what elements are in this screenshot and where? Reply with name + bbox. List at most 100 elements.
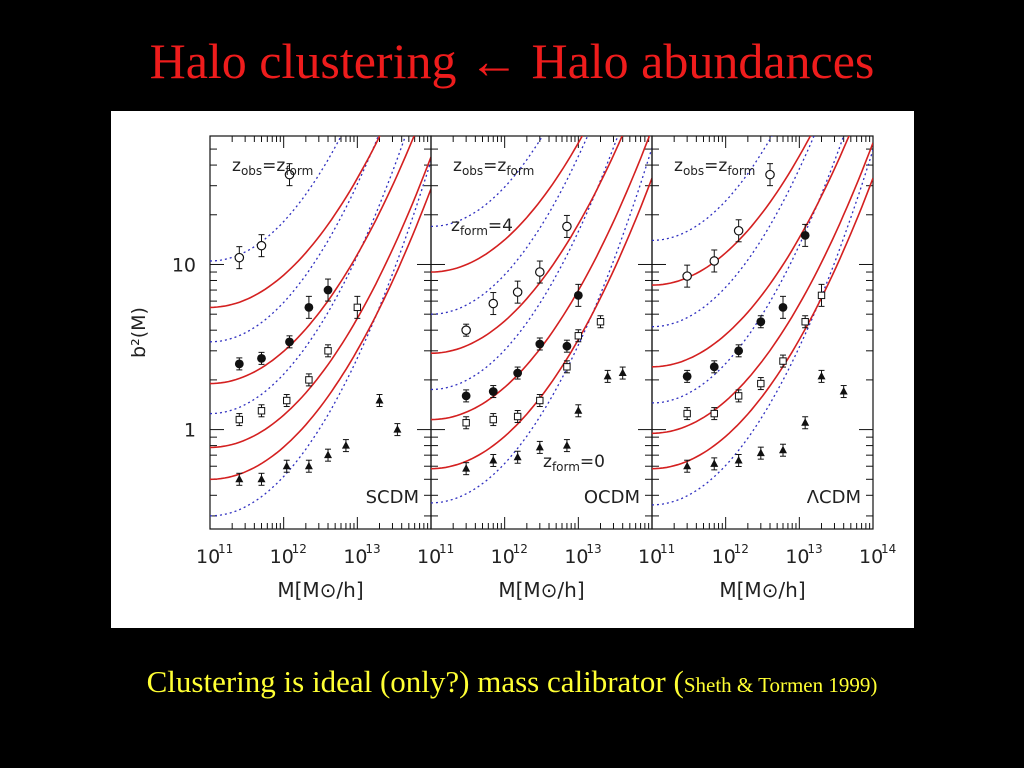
solid-curve <box>210 136 415 385</box>
annotation-subscript: form <box>460 224 488 238</box>
data-point-open-square <box>257 407 266 415</box>
data-point-filled-circle <box>734 346 744 356</box>
annotation-title-note: zobs=zform <box>232 156 313 178</box>
data-point-filled-circle <box>535 339 545 349</box>
annotation-subscript: obs <box>683 164 704 178</box>
data-point-triangle <box>489 455 498 464</box>
data-point-triangle <box>462 464 471 472</box>
annotation-text: ΛCDM <box>807 487 861 508</box>
data-point-open-circle <box>284 169 295 180</box>
annotation-text: z <box>543 452 552 472</box>
data-point-filled-circle <box>323 285 333 295</box>
data-point-filled-circle <box>234 359 244 369</box>
x-axis-label: M[M⊙/h] <box>498 578 584 602</box>
solid-curve <box>652 136 850 368</box>
annotation-text: =z <box>704 156 727 176</box>
dotted-curve <box>210 160 431 517</box>
data-point-triangle <box>839 387 848 395</box>
panel-frame <box>209 135 432 530</box>
data-point-open-square <box>734 392 743 400</box>
annotation-text: =z <box>262 156 285 176</box>
data-point-triangle <box>375 396 384 404</box>
x-tick-exponent: 14 <box>881 542 896 556</box>
solid-curve <box>210 136 381 309</box>
data-point-triangle <box>562 441 571 449</box>
data-point-open-circle <box>488 298 499 309</box>
solid-curve <box>210 156 431 449</box>
slide-title: Halo clustering ← Halo abundances <box>149 33 875 89</box>
solid-curve <box>431 136 623 354</box>
data-point-triangle <box>710 459 719 467</box>
x-tick-exponent: 13 <box>807 542 822 556</box>
annotation-title-note: zobs=zform <box>453 156 534 178</box>
data-point-triangle <box>324 450 333 459</box>
annotation-model: ΛCDM <box>807 487 861 508</box>
data-point-filled-circle <box>513 368 523 378</box>
annotation-subscript: form <box>727 164 755 178</box>
annotation-subscript: form <box>506 164 534 178</box>
plot-area <box>431 136 652 504</box>
annotation-subscript: form <box>552 460 580 474</box>
data-point-open-square <box>817 291 826 300</box>
annotation-text: OCDM <box>584 487 640 508</box>
annotation-subscript: obs <box>241 164 262 178</box>
x-tick-exponent: 12 <box>513 542 528 556</box>
dotted-curve <box>431 136 619 391</box>
data-point-open-circle <box>765 169 775 180</box>
dotted-curve <box>210 136 379 343</box>
data-point-open-circle <box>461 325 471 335</box>
annotation-model: SCDM <box>366 487 419 508</box>
data-point-filled-circle <box>257 353 266 363</box>
annotation-text: =4 <box>488 216 513 236</box>
data-point-triangle <box>756 448 765 457</box>
dotted-curve <box>431 136 589 315</box>
annotation-text: z <box>232 156 241 176</box>
solid-curve <box>431 177 652 470</box>
data-point-triangle <box>817 371 826 380</box>
data-point-open-circle <box>512 287 523 297</box>
data-point-open-circle <box>256 240 267 251</box>
x-axis-label: M[M⊙/h] <box>719 578 805 602</box>
data-point-open-square <box>563 363 571 371</box>
data-point-open-square <box>489 415 497 424</box>
data-point-filled-circle <box>285 337 294 347</box>
data-point-open-square <box>757 379 765 388</box>
data-point-triangle <box>304 461 313 470</box>
panel-frame <box>651 135 874 530</box>
x-axis-label: M[M⊙/h] <box>277 578 363 602</box>
x-tick-label: 10 <box>491 546 515 568</box>
data-point-filled-circle <box>304 302 314 312</box>
annotation-text: z <box>451 216 460 236</box>
data-point-open-circle <box>562 221 572 232</box>
data-point-open-square <box>353 303 362 312</box>
data-point-triangle <box>801 418 810 426</box>
solid-curve <box>652 142 873 435</box>
data-point-triangle <box>618 368 627 377</box>
annotation-text: z <box>674 156 683 176</box>
data-point-open-square <box>235 415 244 424</box>
x-tick-label: 10 <box>785 546 809 568</box>
dotted-curve <box>652 136 845 404</box>
data-point-open-square <box>779 357 787 365</box>
data-point-open-square <box>574 332 583 340</box>
caption-reference: Sheth & Tormen 1999) <box>683 673 878 697</box>
data-point-triangle <box>535 442 544 451</box>
x-tick-label: 10 <box>196 546 220 568</box>
annotation-text: =z <box>483 156 506 176</box>
data-point-open-square <box>462 419 470 427</box>
data-point-triangle <box>603 371 612 380</box>
x-tick-exponent: 12 <box>734 542 749 556</box>
data-point-filled-circle <box>488 387 498 396</box>
x-tick-label: 10 <box>564 546 588 568</box>
data-point-triangle <box>393 425 402 433</box>
annotation-subscript: obs <box>462 164 483 178</box>
data-point-filled-circle <box>800 231 810 240</box>
y-axis-label: b²(M) <box>128 307 150 358</box>
x-tick-label: 10 <box>859 546 883 568</box>
annotation-model: OCDM <box>584 487 640 508</box>
slide-caption: Clustering is ideal (only?) mass calibra… <box>0 660 1024 707</box>
x-tick-exponent: 13 <box>586 542 601 556</box>
